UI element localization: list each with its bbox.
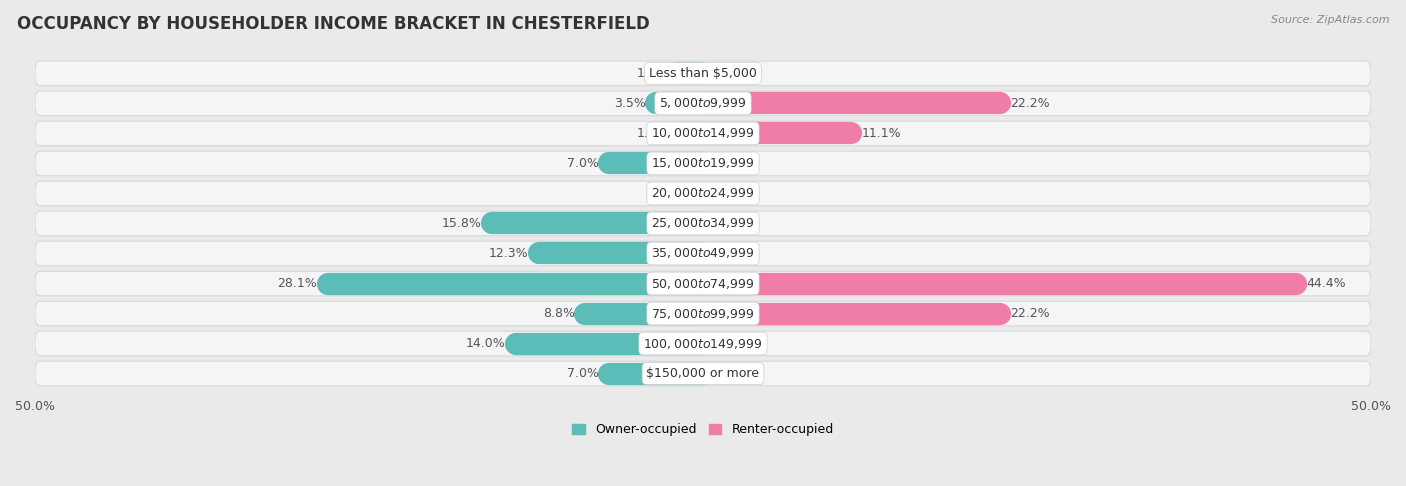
Text: $50,000 to $74,999: $50,000 to $74,999 xyxy=(651,277,755,291)
Text: 12.3%: 12.3% xyxy=(488,247,529,260)
FancyBboxPatch shape xyxy=(35,331,1371,356)
Text: 8.8%: 8.8% xyxy=(543,307,575,320)
Bar xyxy=(516,335,703,352)
Bar xyxy=(492,215,703,232)
FancyBboxPatch shape xyxy=(35,271,1371,296)
FancyBboxPatch shape xyxy=(35,151,1371,176)
Text: $25,000 to $34,999: $25,000 to $34,999 xyxy=(651,216,755,230)
Text: 22.2%: 22.2% xyxy=(1011,97,1050,110)
Text: $15,000 to $19,999: $15,000 to $19,999 xyxy=(651,156,755,171)
Text: 3.5%: 3.5% xyxy=(613,97,645,110)
Text: 0.0%: 0.0% xyxy=(723,157,755,170)
Text: Less than $5,000: Less than $5,000 xyxy=(650,67,756,80)
FancyBboxPatch shape xyxy=(35,181,1371,206)
FancyBboxPatch shape xyxy=(35,91,1371,116)
Text: 0.0%: 0.0% xyxy=(723,67,755,80)
Text: 1.8%: 1.8% xyxy=(637,67,668,80)
Text: 7.0%: 7.0% xyxy=(567,367,599,380)
Text: 0.0%: 0.0% xyxy=(723,217,755,230)
Text: $75,000 to $99,999: $75,000 to $99,999 xyxy=(651,307,755,321)
Text: 0.0%: 0.0% xyxy=(723,367,755,380)
Text: 7.0%: 7.0% xyxy=(567,157,599,170)
Bar xyxy=(538,245,703,262)
Text: 44.4%: 44.4% xyxy=(1306,277,1347,290)
Text: 0.0%: 0.0% xyxy=(651,187,683,200)
Bar xyxy=(679,125,703,142)
FancyBboxPatch shape xyxy=(35,241,1371,266)
Bar xyxy=(609,155,703,172)
Text: 14.0%: 14.0% xyxy=(465,337,505,350)
Text: $100,000 to $149,999: $100,000 to $149,999 xyxy=(644,336,762,350)
Bar xyxy=(328,275,703,292)
Text: $150,000 or more: $150,000 or more xyxy=(647,367,759,380)
Legend: Owner-occupied, Renter-occupied: Owner-occupied, Renter-occupied xyxy=(568,418,838,441)
Text: 22.2%: 22.2% xyxy=(1011,307,1050,320)
Text: 28.1%: 28.1% xyxy=(277,277,316,290)
Text: 0.0%: 0.0% xyxy=(723,187,755,200)
Bar xyxy=(585,305,703,322)
Bar xyxy=(657,95,703,112)
Text: Source: ZipAtlas.com: Source: ZipAtlas.com xyxy=(1271,15,1389,25)
Text: 1.8%: 1.8% xyxy=(637,127,668,140)
Text: 0.0%: 0.0% xyxy=(723,247,755,260)
FancyBboxPatch shape xyxy=(35,61,1371,86)
Bar xyxy=(609,365,703,382)
FancyBboxPatch shape xyxy=(35,211,1371,236)
Text: $5,000 to $9,999: $5,000 to $9,999 xyxy=(659,96,747,110)
Text: $10,000 to $14,999: $10,000 to $14,999 xyxy=(651,126,755,140)
Text: $20,000 to $24,999: $20,000 to $24,999 xyxy=(651,187,755,200)
FancyBboxPatch shape xyxy=(35,301,1371,326)
Bar xyxy=(679,65,703,82)
FancyBboxPatch shape xyxy=(35,361,1371,386)
Text: OCCUPANCY BY HOUSEHOLDER INCOME BRACKET IN CHESTERFIELD: OCCUPANCY BY HOUSEHOLDER INCOME BRACKET … xyxy=(17,15,650,33)
FancyBboxPatch shape xyxy=(35,121,1371,146)
Text: 0.0%: 0.0% xyxy=(723,337,755,350)
Text: $35,000 to $49,999: $35,000 to $49,999 xyxy=(651,246,755,260)
Text: 15.8%: 15.8% xyxy=(441,217,481,230)
Text: 11.1%: 11.1% xyxy=(862,127,901,140)
